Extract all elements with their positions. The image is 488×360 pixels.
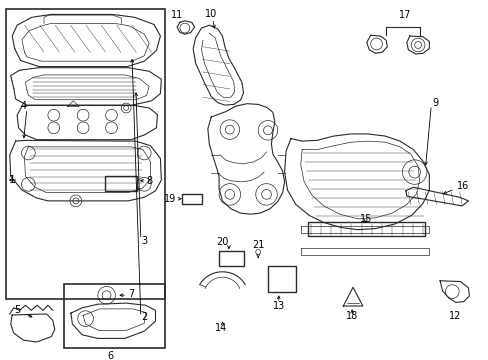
Text: 16: 16	[456, 181, 468, 192]
Text: 10: 10	[204, 9, 217, 19]
Text: 13: 13	[272, 301, 285, 311]
Bar	[63, 284, 165, 348]
Bar	[105, 176, 137, 191]
Bar	[307, 222, 425, 236]
Bar	[267, 266, 296, 292]
Bar	[218, 251, 244, 266]
Text: 7: 7	[128, 289, 134, 300]
Text: 2: 2	[141, 312, 147, 322]
Text: 17: 17	[398, 10, 410, 20]
Text: 8: 8	[146, 176, 152, 186]
Text: 15: 15	[359, 214, 371, 224]
Text: 1: 1	[9, 175, 16, 185]
Text: 14: 14	[214, 323, 227, 333]
Text: 5: 5	[14, 305, 20, 315]
Text: 12: 12	[447, 311, 460, 321]
Text: 19: 19	[163, 194, 176, 204]
Text: 21: 21	[251, 240, 264, 250]
Text: 4: 4	[20, 101, 26, 111]
Bar	[6, 9, 164, 299]
Text: 9: 9	[432, 98, 438, 108]
Text: 11: 11	[171, 10, 183, 20]
Bar	[182, 194, 202, 204]
Text: 18: 18	[345, 311, 358, 321]
Text: 6: 6	[107, 351, 113, 360]
Text: 20: 20	[216, 237, 228, 247]
Text: 3: 3	[141, 236, 147, 246]
